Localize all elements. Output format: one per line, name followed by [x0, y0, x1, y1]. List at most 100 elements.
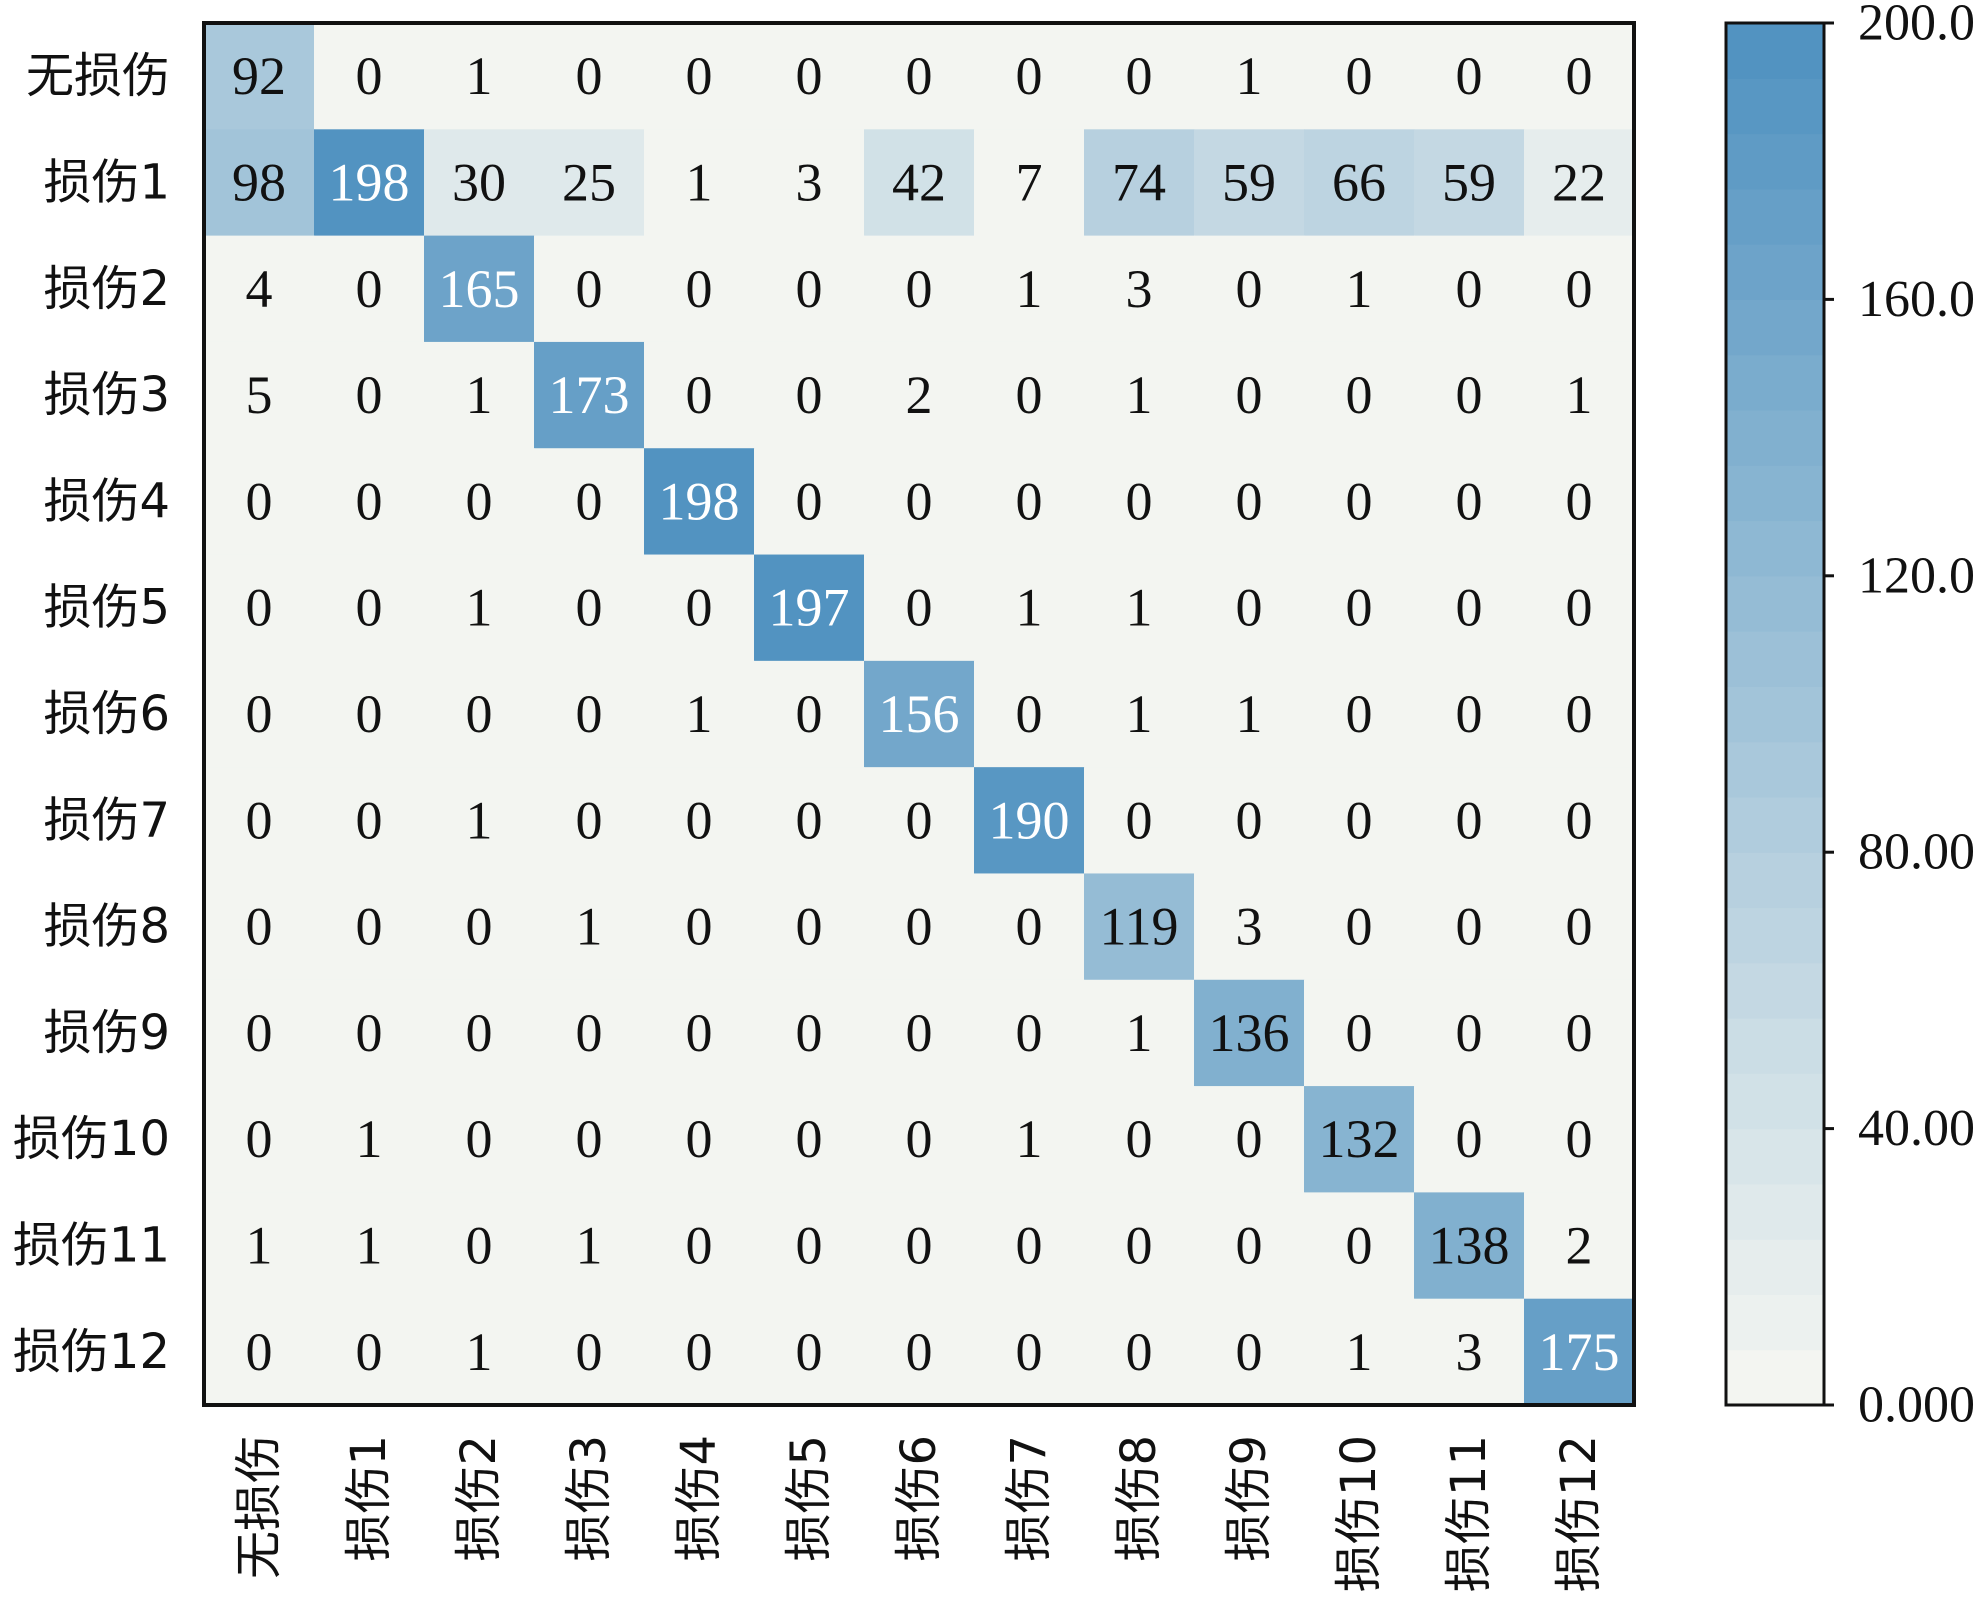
- cell-value-label: 0: [466, 897, 493, 957]
- cell-value-label: 0: [796, 471, 823, 531]
- heatmap-cell: [974, 767, 1085, 874]
- cell-value-label: 0: [686, 365, 713, 425]
- cell-value-label: 0: [1236, 259, 1263, 319]
- cell-value-label: 0: [796, 46, 823, 106]
- cell-value-label: 0: [796, 684, 823, 744]
- cell-value-label: 3: [796, 152, 823, 212]
- heatmap-cell: [314, 235, 425, 343]
- cell-value-label: 2: [1566, 1216, 1593, 1276]
- row-tick-label: 损伤12: [13, 1324, 170, 1380]
- heatmap-cell: [1414, 1086, 1525, 1193]
- heatmap-cell: [864, 23, 975, 130]
- cell-value-label: 0: [1016, 897, 1043, 957]
- heatmap-cell: [644, 1298, 755, 1406]
- heatmap-cell: [314, 1086, 425, 1193]
- cell-value-label: 0: [576, 46, 603, 106]
- cell-value-label: 0: [1126, 46, 1153, 106]
- colorbar-segment: [1726, 520, 1824, 577]
- heatmap-cell: [424, 235, 535, 343]
- heatmap-cell: [974, 660, 1085, 768]
- cell-value-label: 1: [246, 1216, 273, 1276]
- cell-value-label: 0: [686, 1322, 713, 1382]
- cell-value-label: 0: [796, 259, 823, 319]
- heatmap-cell: [534, 1192, 645, 1300]
- heatmap-cell: [754, 129, 865, 237]
- cell-value-label: 138: [1429, 1216, 1510, 1276]
- colorbar-segment: [1726, 1128, 1824, 1185]
- heatmap-cell: [1084, 554, 1195, 662]
- cell-value-label: 0: [906, 1216, 933, 1276]
- heatmap-cell: [534, 873, 645, 981]
- heatmap-cell: [864, 1298, 975, 1406]
- heatmap-cell: [644, 341, 755, 449]
- cell-value-label: 0: [576, 578, 603, 638]
- cell-value-label: 0: [686, 1003, 713, 1063]
- cell-value-label: 0: [1016, 471, 1043, 531]
- heatmap-cell: [1524, 1298, 1635, 1406]
- heatmap-cell: [1304, 767, 1415, 874]
- heatmap-cell: [644, 129, 755, 237]
- row-tick-label: 损伤10: [13, 1111, 170, 1167]
- heatmap-cell: [424, 341, 535, 449]
- heatmap-cell: [1084, 660, 1195, 768]
- cell-value-label: 1: [1016, 1109, 1043, 1169]
- heatmap-cell: [1084, 767, 1195, 874]
- colorbar-segment: [1726, 686, 1824, 743]
- heatmap-cell: [1414, 873, 1525, 981]
- heatmap-cell: [1414, 767, 1525, 874]
- colorbar-segment: [1726, 575, 1824, 632]
- cell-value-label: 0: [356, 684, 383, 744]
- heatmap-cell: [1304, 341, 1415, 449]
- colorbar-segment: [1726, 299, 1824, 356]
- colorbar-tick-label: 80.00: [1858, 824, 1975, 881]
- heatmap-cell: [1084, 23, 1195, 130]
- heatmap-cell: [1524, 979, 1635, 1087]
- heatmap-cell: [974, 1298, 1085, 1406]
- heatmap-cell: [204, 23, 315, 130]
- heatmap-cell: [864, 129, 975, 237]
- cell-value-label: 0: [576, 684, 603, 744]
- heatmap-cell: [1414, 448, 1525, 556]
- heatmap-cell: [1194, 1298, 1305, 1406]
- heatmap-cell: [314, 767, 425, 874]
- cell-value-label: 136: [1209, 1003, 1290, 1063]
- heatmap-cell: [1524, 767, 1635, 874]
- row-tick-label: 损伤4: [43, 473, 170, 529]
- heatmap-cell: [754, 554, 865, 662]
- row-tick-label: 损伤8: [43, 899, 170, 955]
- row-tick-label: 损伤5: [43, 580, 170, 636]
- cell-value-label: 0: [1126, 790, 1153, 850]
- cell-value-label: 0: [906, 790, 933, 850]
- colorbar-segment: [1726, 907, 1824, 964]
- column-tick-label: 损伤3: [561, 1435, 617, 1562]
- colorbar-segment: [1726, 23, 1824, 79]
- heatmap-cell: [1414, 979, 1525, 1087]
- heatmap-cell: [424, 23, 535, 130]
- cell-value-label: 173: [549, 365, 630, 425]
- cell-value-label: 74: [1112, 152, 1166, 212]
- cell-value-label: 5: [246, 365, 273, 425]
- cell-value-label: 0: [1236, 790, 1263, 850]
- cell-value-label: 0: [466, 1216, 493, 1276]
- heatmap-cell: [1194, 23, 1305, 130]
- cell-value-label: 59: [1222, 152, 1276, 212]
- cell-value-label: 0: [1346, 578, 1373, 638]
- cell-value-label: 0: [356, 897, 383, 957]
- row-tick-label: 损伤9: [43, 1005, 170, 1061]
- row-tick-label: 损伤2: [43, 261, 170, 317]
- row-tick-label: 损伤7: [43, 792, 170, 848]
- heatmap-cell: [1194, 873, 1305, 981]
- colorbar-segment: [1726, 631, 1824, 687]
- heatmap-cell: [534, 979, 645, 1087]
- heatmap-cell: [1304, 660, 1415, 768]
- heatmap-cell: [424, 979, 535, 1087]
- cell-value-label: 1: [1126, 684, 1153, 744]
- cell-value-label: 119: [1100, 897, 1179, 957]
- colorbar-frame: [1724, 21, 1826, 1407]
- heatmap-cell: [1524, 660, 1635, 768]
- heatmap-cell: [754, 341, 865, 449]
- cell-value-label: 0: [1456, 1109, 1483, 1169]
- cell-value-label: 0: [576, 259, 603, 319]
- colorbar-segment: [1726, 1294, 1824, 1351]
- heatmap-cell: [1304, 129, 1415, 237]
